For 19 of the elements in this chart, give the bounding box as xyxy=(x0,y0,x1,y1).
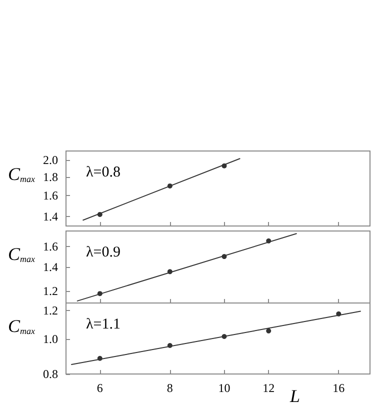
x-axis-title: L xyxy=(289,386,300,406)
y-tick-label: 1.0 xyxy=(43,332,58,346)
y-tick-label: 1.2 xyxy=(43,284,58,298)
x-tick-label: 12 xyxy=(262,381,275,395)
x-tick-label: 8 xyxy=(166,381,173,395)
x-tick-label: 10 xyxy=(218,381,230,395)
y-tick-label: 1.4 xyxy=(43,260,58,274)
y-tick-label: 2.0 xyxy=(43,153,58,168)
y-tick-label: 1.6 xyxy=(43,188,58,203)
y-tick-label: 0.8 xyxy=(43,367,58,381)
y-tick-label: 1.6 xyxy=(43,240,58,254)
y-tick-label: 1.2 xyxy=(43,304,58,318)
annotation: λ=1.1 xyxy=(86,316,120,332)
y-tick-label: 1.4 xyxy=(43,210,58,224)
x-tick-label: 16 xyxy=(332,381,345,395)
x-tick-label: 6 xyxy=(96,381,103,395)
annotation: λ=0.8 xyxy=(86,164,120,180)
annotation: λ=0.9 xyxy=(86,244,120,260)
y-tick-label: 1.8 xyxy=(43,170,58,184)
